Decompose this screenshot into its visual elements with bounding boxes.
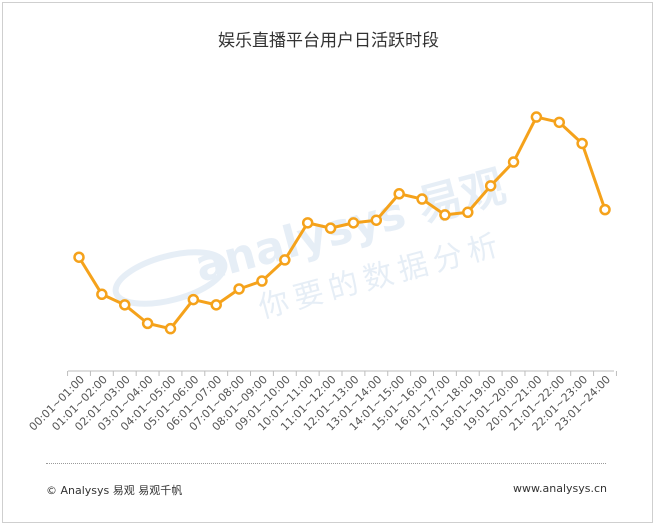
footer-divider (46, 463, 606, 464)
data-point (118, 299, 131, 311)
data-point (393, 188, 405, 200)
data-point (141, 317, 154, 330)
data-point (576, 137, 588, 150)
data-point (553, 116, 566, 129)
chart-frame (2, 2, 653, 523)
data-point (324, 222, 337, 234)
data-point (347, 217, 360, 229)
data-point (507, 156, 520, 168)
data-point (416, 193, 428, 205)
data-point (484, 180, 497, 192)
footer-url: www.analysys.cn (513, 482, 607, 495)
watermark: analysys 易观 你要的数据分析 (112, 161, 511, 326)
footer-copyright: © Analysys 易观 易观千帆 (46, 484, 183, 497)
data-point (73, 251, 85, 263)
x-axis-ticks (67, 371, 617, 376)
data-point (187, 293, 200, 306)
data-point (210, 299, 222, 311)
data-point (279, 254, 291, 266)
data-point (164, 322, 177, 335)
chart-title: 娱乐直播平台用户日活跃时段 (218, 31, 439, 51)
x-axis-tick-labels: 00:01~01:0001:01~02:0002:01~03:0003:01~0… (27, 373, 614, 434)
data-point (233, 283, 245, 295)
series-points (73, 111, 611, 335)
data-point (370, 214, 383, 226)
data-point (256, 275, 268, 287)
data-point (439, 209, 451, 221)
data-point (530, 111, 543, 123)
data-point (96, 288, 108, 301)
data-point (599, 203, 611, 216)
data-point (462, 206, 474, 219)
data-point (301, 217, 314, 229)
